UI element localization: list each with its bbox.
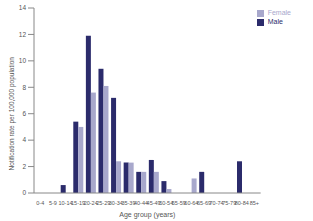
svg-text:4: 4 — [22, 136, 26, 143]
html-text:30-34 35-39 40-44: 30-34 35-39 40-44 — [108, 199, 149, 206]
html-text:20-24 25-29: 20-24 25-29 — [83, 199, 111, 206]
svg-text:Age group (years): Age group (years) — [119, 211, 175, 219]
svg-text:12: 12 — [19, 31, 27, 38]
html-text:10-14 15-19: 10-14 15-19 — [58, 199, 86, 206]
html-text:55-59 60-64 65-69 70-74 75-79: 55-59 60-64 65-69 70-74 75-79 — [171, 199, 237, 206]
svg-text:85+: 85+ — [250, 200, 259, 206]
svg-text:0-4: 0-4 — [36, 200, 44, 206]
svg-text:6: 6 — [22, 110, 26, 117]
html-text:Female: Female — [267, 9, 291, 16]
svg-text:8: 8 — [22, 84, 26, 91]
svg-text:Notification rate per 100,000: Notification rate per 100,000 population — [8, 57, 16, 171]
svg-text:2: 2 — [22, 163, 26, 170]
svg-text:14: 14 — [19, 4, 27, 11]
svg-text:10: 10 — [19, 57, 27, 64]
svg-text:5-9: 5-9 — [49, 200, 57, 206]
html-text:45-49 50-54: 45-49 50-54 — [146, 199, 174, 206]
svg-text:80-84: 80-84 — [235, 200, 249, 206]
svg-text:0: 0 — [22, 189, 26, 196]
html-text:Male: Male — [267, 18, 283, 25]
